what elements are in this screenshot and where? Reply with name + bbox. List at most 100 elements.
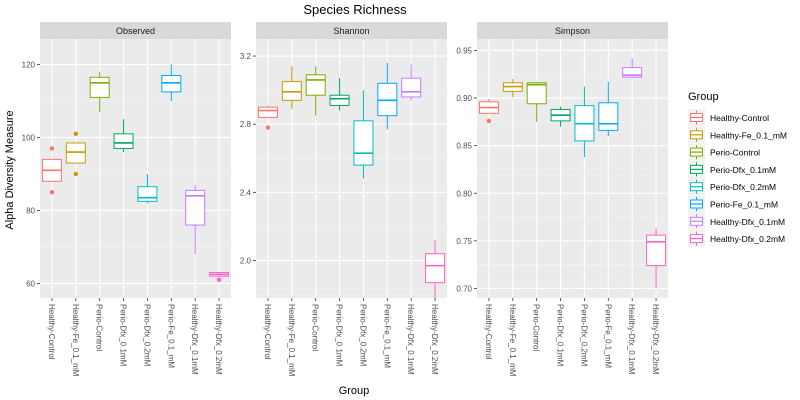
y-axis-label: Alpha Diversity Measure bbox=[4, 110, 16, 229]
x-tick-label: Perio-Dfx_0.1mM bbox=[556, 304, 565, 367]
outlier-point bbox=[73, 171, 79, 177]
x-tick-label: Perio-Dfx_0.1mM bbox=[119, 304, 128, 367]
x-tick-label: Healthy-Dfx_0.2mM bbox=[430, 304, 439, 375]
x-tick-label: Perio-Control bbox=[311, 304, 320, 351]
box-perio-fe_0.1_mm bbox=[377, 62, 398, 130]
x-tick-label: Perio-Fe_0.1_mM bbox=[166, 304, 175, 368]
x-tick-label: Perio-Dfx_0.2mM bbox=[579, 304, 588, 367]
y-tick-label: 60 bbox=[26, 279, 35, 288]
y-tick-label: 3.2 bbox=[240, 52, 252, 61]
x-tick-label: Healthy-Dfx_0.2mM bbox=[214, 304, 223, 375]
panel-background bbox=[40, 39, 231, 298]
legend-item-label: Healthy-Control bbox=[710, 113, 769, 123]
box-body bbox=[137, 186, 158, 202]
box-body bbox=[353, 120, 374, 166]
box-healthy-fe_0.1_mm bbox=[502, 78, 523, 98]
y-tick-label: 0.75 bbox=[456, 237, 472, 246]
panel-background bbox=[477, 39, 668, 298]
panel-strip bbox=[477, 22, 668, 39]
chart-title: Species Richness bbox=[303, 2, 407, 17]
legend-item-perio-dfx_0.2mm: Perio-Dfx_0.2mM bbox=[688, 178, 776, 196]
box-body bbox=[185, 189, 206, 226]
box-body bbox=[646, 234, 667, 267]
box-healthy-control bbox=[41, 146, 62, 195]
panel-strip bbox=[256, 22, 447, 39]
box-body bbox=[113, 133, 134, 149]
box-perio-fe_0.1_mm bbox=[598, 81, 619, 137]
outlier-point bbox=[49, 190, 55, 195]
legend-item-label: Perio-Fe_0.1_mM bbox=[710, 200, 778, 210]
legend-item-perio-control: Perio-Control bbox=[688, 143, 760, 161]
x-axis-label: Group bbox=[339, 385, 370, 397]
box-body bbox=[257, 106, 278, 118]
x-tick-label: Perio-Dfx_0.2mM bbox=[142, 304, 151, 367]
legend-item-label: Healthy-Fe_0.1_mM bbox=[710, 130, 787, 140]
panel-strip bbox=[40, 22, 231, 39]
box-healthy-fe_0.1_mm bbox=[281, 66, 302, 109]
box-body bbox=[281, 81, 302, 101]
box-perio-dfx_0.1mm bbox=[550, 106, 571, 127]
box-perio-control bbox=[526, 81, 547, 122]
x-tick-label: Healthy-Control bbox=[263, 304, 272, 360]
panel-shannon: Shannon 2.0 2.4 2.8 3.2 Healthy-Control Health… bbox=[240, 22, 447, 377]
x-tick-label: Healthy-Control bbox=[484, 304, 493, 360]
y-tick-label: 100 bbox=[22, 133, 36, 142]
x-tick-label: Healthy-Fe_0.1_mM bbox=[508, 304, 517, 377]
legend-item-label: Perio-Dfx_0.1mM bbox=[710, 165, 776, 175]
y-tick-label: 2.8 bbox=[240, 120, 252, 129]
panel-strip-label: Shannon bbox=[333, 26, 369, 36]
panel-simpson: Simpson 0.70 0.75 0.80 0.85 0.90 0.95 Healthy-C… bbox=[456, 22, 668, 377]
x-tick-label: Healthy-Fe_0.1_mM bbox=[287, 304, 296, 377]
legend-item-healthy-dfx_0.2mm: Healthy-Dfx_0.2mM bbox=[688, 230, 785, 248]
outlier-point bbox=[486, 118, 492, 124]
y-tick-label: 80 bbox=[26, 206, 35, 215]
box-healthy-fe_0.1_mm bbox=[65, 131, 86, 177]
y-tick-label: 2.0 bbox=[240, 257, 252, 266]
box-perio-dfx_0.1mm bbox=[113, 119, 134, 153]
box-body bbox=[598, 102, 619, 131]
box-body bbox=[401, 77, 422, 98]
y-tick-label: 0.80 bbox=[456, 189, 472, 198]
box-healthy-control bbox=[257, 105, 278, 130]
legend-item-perio-dfx_0.1mm: Perio-Dfx_0.1mM bbox=[688, 160, 776, 178]
box-body bbox=[425, 253, 446, 284]
box-perio-dfx_0.2mm bbox=[353, 90, 374, 179]
box-perio-dfx_0.2mm bbox=[137, 173, 158, 204]
panel-strip-label: Simpson bbox=[555, 26, 590, 36]
box-body bbox=[161, 74, 182, 93]
box-perio-control bbox=[305, 66, 326, 116]
box-healthy-dfx_0.1mm bbox=[185, 184, 206, 255]
legend-item-perio-fe_0.1_mm: Perio-Fe_0.1_mM bbox=[688, 195, 778, 213]
x-tick-label: Perio-Fe_0.1_mM bbox=[603, 304, 612, 368]
box-body bbox=[526, 82, 547, 105]
legend: Group Healthy-Control Healthy-Fe_0.1_mM Pe… bbox=[688, 91, 787, 248]
legend-item-label: Healthy-Dfx_0.1mM bbox=[710, 217, 785, 227]
outlier-point bbox=[49, 146, 55, 151]
y-tick-label: 0.90 bbox=[456, 94, 472, 103]
x-tick-label: Perio-Control bbox=[532, 304, 541, 351]
box-body bbox=[622, 67, 643, 78]
panels: Observed 60 80 100 120 Healthy-Control Healthy… bbox=[22, 22, 668, 377]
box-perio-fe_0.1_mm bbox=[161, 64, 182, 102]
x-tick-label: Perio-Dfx_0.2mM bbox=[358, 304, 367, 367]
y-tick-label: 0.85 bbox=[456, 142, 472, 151]
box-body bbox=[89, 76, 110, 98]
panel-strip-label: Observed bbox=[116, 26, 155, 36]
box-perio-control bbox=[89, 71, 110, 112]
x-tick-label: Perio-Control bbox=[95, 304, 104, 351]
box-perio-dfx_0.1mm bbox=[329, 78, 350, 111]
legend-item-label: Perio-Control bbox=[710, 148, 760, 158]
x-tick-label: Healthy-Dfx_0.2mM bbox=[651, 304, 660, 375]
box-body bbox=[329, 94, 350, 106]
panel-observed: Observed 60 80 100 120 Healthy-Control Healthy… bbox=[22, 22, 231, 377]
x-tick-label: Healthy-Dfx_0.1mM bbox=[190, 304, 199, 375]
box-healthy-dfx_0.2mm bbox=[209, 271, 230, 282]
box-body bbox=[65, 142, 86, 164]
x-tick-label: Healthy-Dfx_0.1mM bbox=[627, 304, 636, 375]
box-healthy-dfx_0.2mm bbox=[646, 228, 667, 289]
legend-item-label: Healthy-Dfx_0.2mM bbox=[710, 234, 785, 244]
box-healthy-dfx_0.1mm bbox=[622, 58, 643, 79]
box-healthy-dfx_0.1mm bbox=[401, 64, 422, 101]
box-healthy-control bbox=[478, 98, 499, 124]
